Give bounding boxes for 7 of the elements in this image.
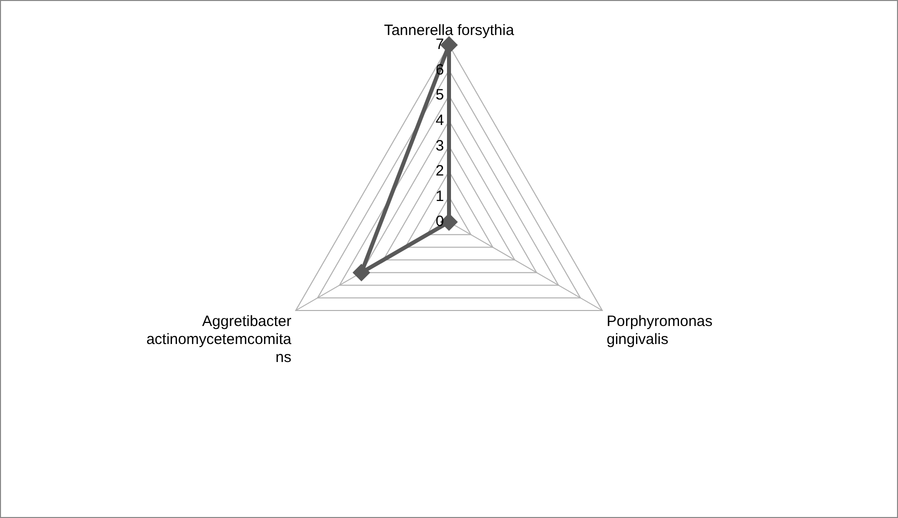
y-tick-label: 3: [436, 137, 444, 154]
spoke-label: Porphyromonas gingivalis: [606, 313, 713, 348]
y-tick-label: 2: [436, 162, 444, 180]
y-tick-label: 4: [436, 112, 444, 129]
y-tick-label: 5: [436, 86, 444, 104]
spoke-label: Aggretibacter actinomycetemcomitans: [146, 313, 292, 366]
y-tick-label: 1: [436, 188, 444, 205]
